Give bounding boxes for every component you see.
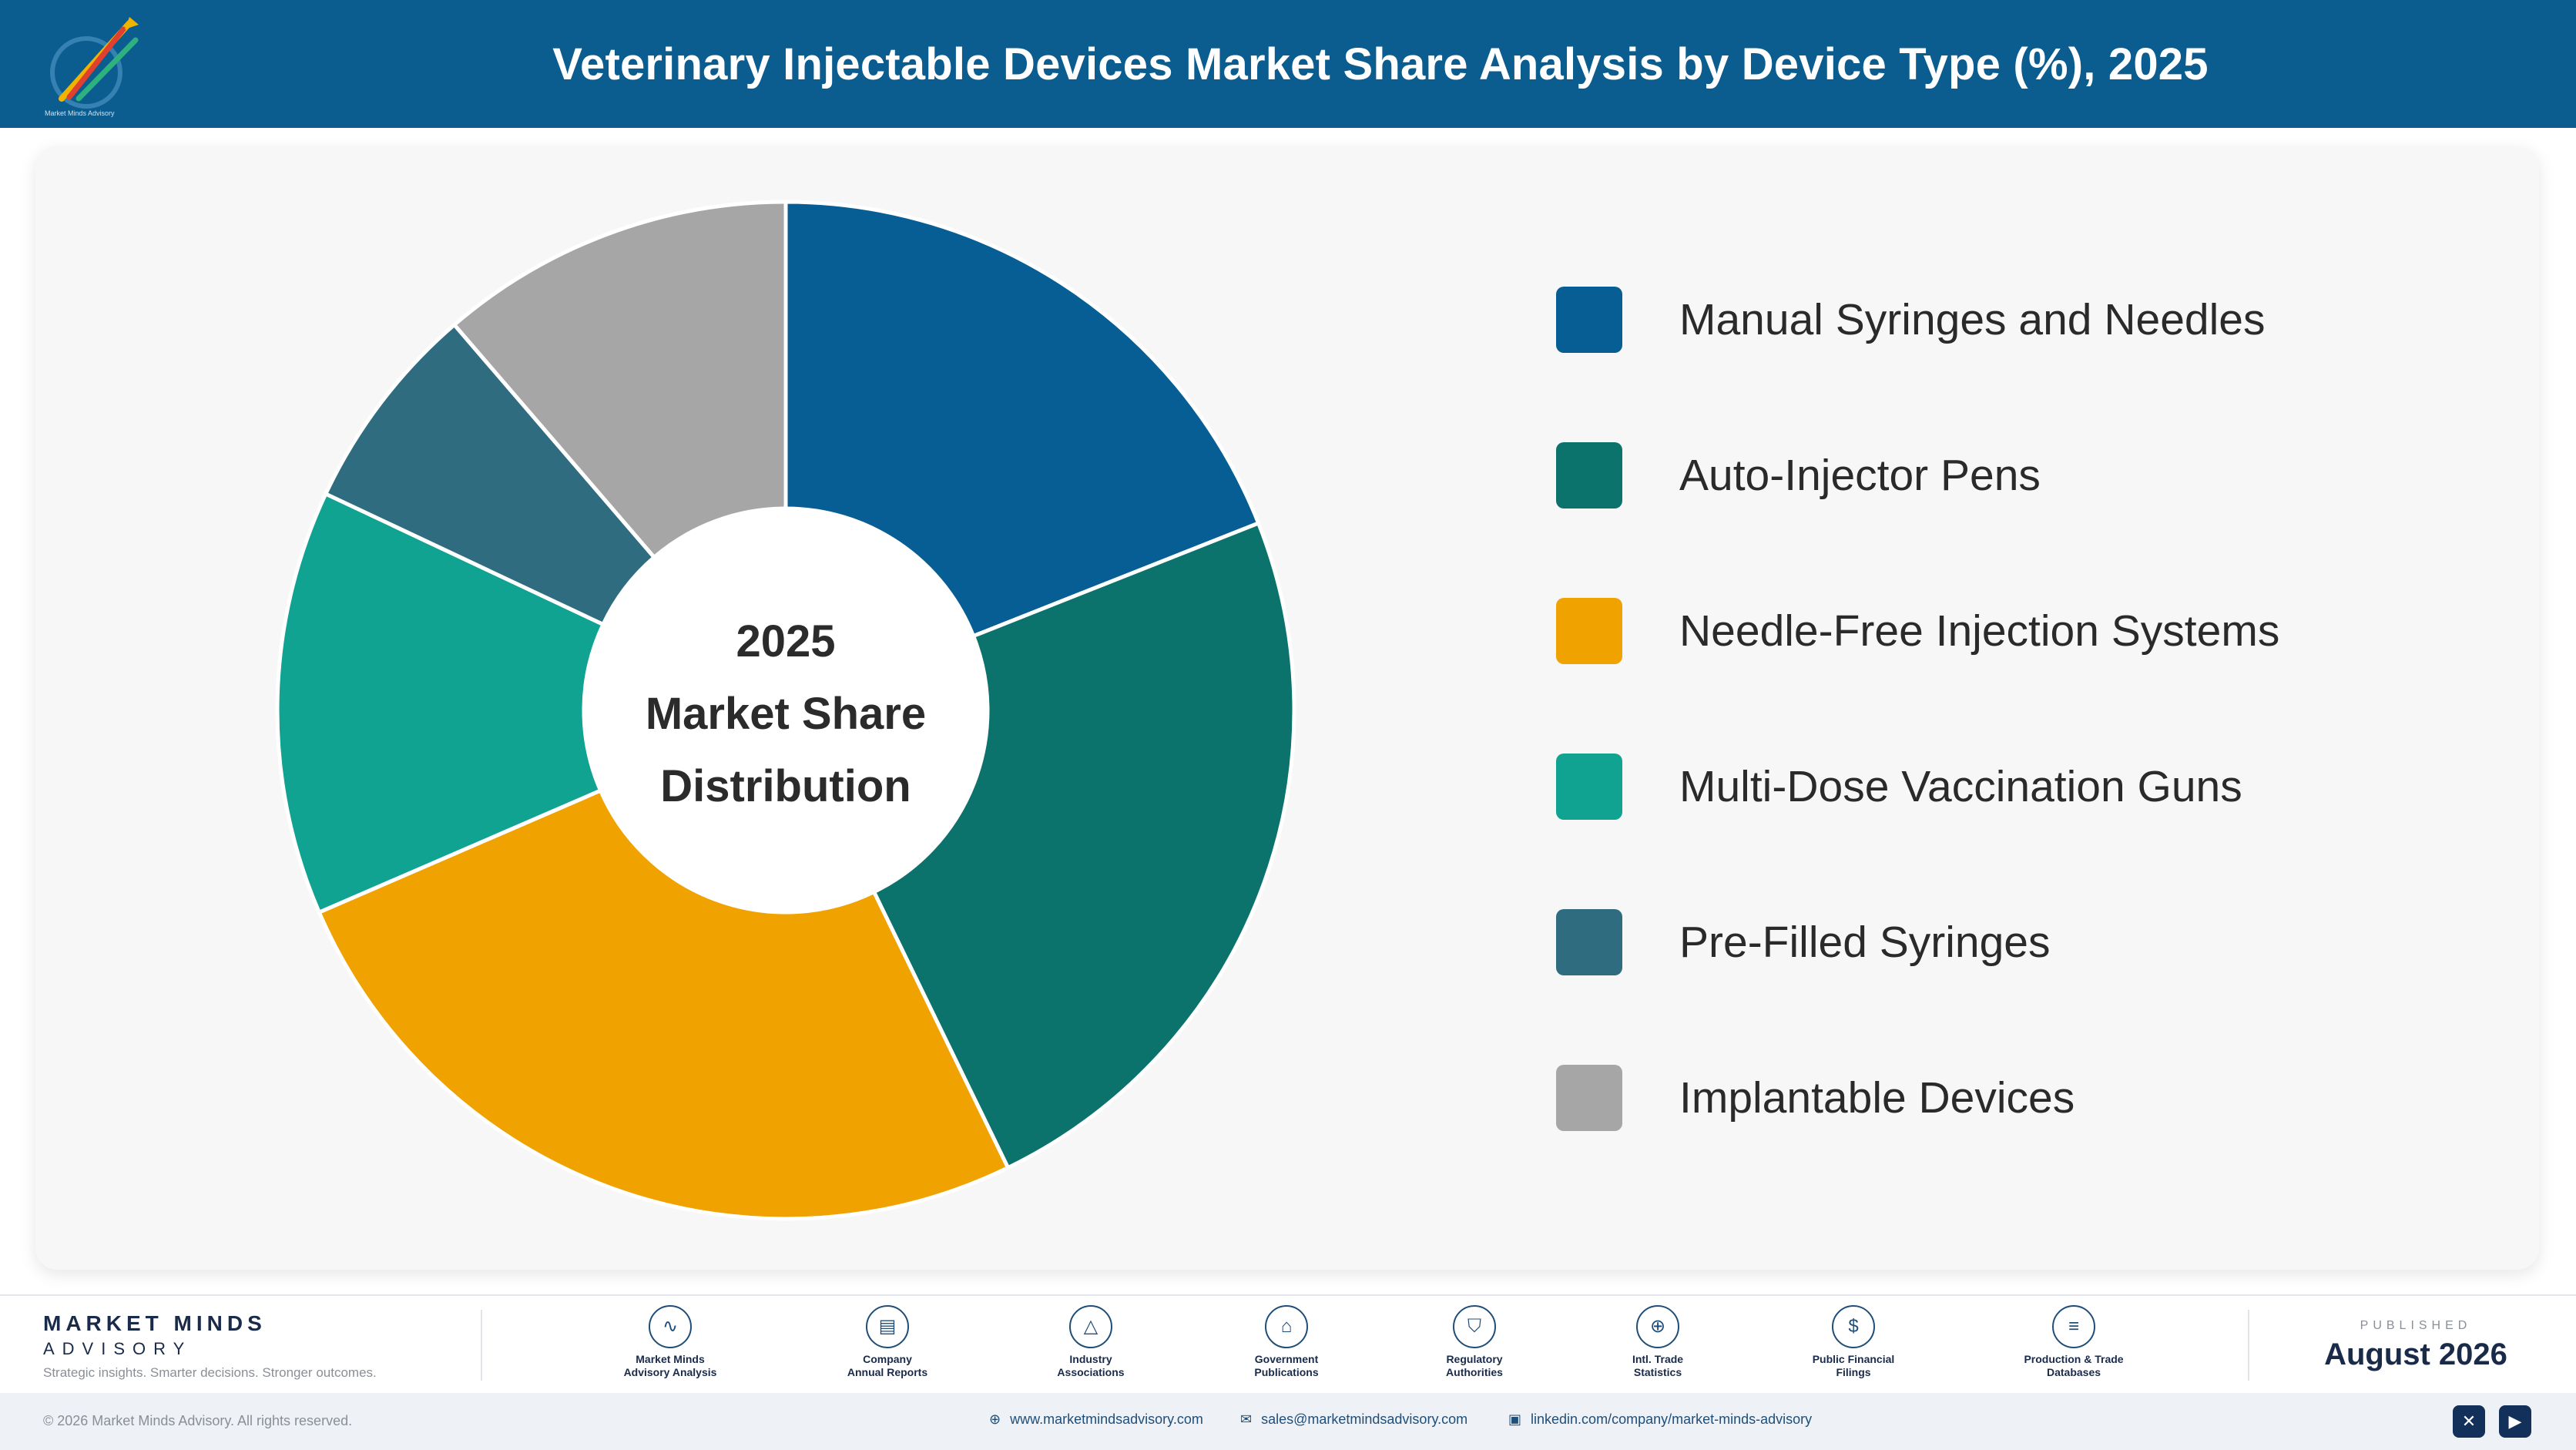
brand-tagline: Strategic insights. Smarter decisions. S… <box>43 1365 377 1380</box>
pie-slice-manual-syringes-and-needles <box>783 200 1261 639</box>
brand-subtitle: ADVISORY <box>43 1339 193 1358</box>
pie-slice-auto-injector-pens <box>871 520 1296 1170</box>
email-text[interactable]: sales@marketmindsadvisory.com <box>1261 1411 1468 1427</box>
center-label-line2: Market Share <box>645 689 927 739</box>
legend-swatch <box>1556 909 1622 975</box>
footer-sources-bar: MARKET MINDS ADVISORY Strategic insights… <box>0 1294 2576 1395</box>
website-link[interactable]: ⊕ www.marketmindsadvisory.com <box>989 1411 1203 1428</box>
legend-item: Implantable Devices <box>1556 1065 2279 1220</box>
legend-swatch <box>1556 287 1622 353</box>
legend-item: Manual Syringes and Needles <box>1556 287 2279 442</box>
donut-hole <box>585 510 986 911</box>
source-label: Government Publications <box>1254 1353 1319 1378</box>
linkedin-link[interactable]: ▣ linkedin.com/company/market-minds-advi… <box>1508 1411 1812 1428</box>
source-label: Intl. Trade Statistics <box>1632 1353 1684 1378</box>
source-government-publications: ⌂ Government Publications <box>1202 1305 1371 1379</box>
legend-label: Multi-Dose Vaccination Guns <box>1679 762 2242 811</box>
x-social-icon[interactable]: ✕ <box>2453 1405 2485 1438</box>
source-trade-databases: ≡ Production & Trade Databases <box>1989 1305 2158 1379</box>
copyright-text: © 2026 Market Minds Advisory. All rights… <box>43 1413 353 1428</box>
header-bar: Market Minds Advisory Veterinary Injecta… <box>0 0 2576 128</box>
dollar-coin-icon: $ <box>1832 1305 1875 1348</box>
source-company-reports: ▤ Company Annual Reports <box>803 1305 972 1379</box>
source-industry-associations: △ Industry Associations <box>1006 1305 1176 1379</box>
legend-swatch <box>1556 442 1622 509</box>
website-text[interactable]: www.marketmindsadvisory.com <box>1010 1411 1203 1427</box>
linkedin-text[interactable]: linkedin.com/company/market-minds-adviso… <box>1531 1411 1813 1427</box>
document-icon: ▤ <box>866 1305 909 1348</box>
globe-icon: ⊕ <box>989 1411 1001 1427</box>
brand-name: MARKET MINDS <box>43 1311 267 1335</box>
legend-swatch <box>1556 754 1622 820</box>
pie-slice-implantable-devices <box>451 200 788 560</box>
linkedin-icon: ▣ <box>1508 1411 1522 1427</box>
network-icon: △ <box>1069 1305 1112 1348</box>
logo-caption: Market Minds Advisory <box>45 109 115 117</box>
trend-chart-icon: ∿ <box>649 1305 692 1348</box>
database-icon: ≡ <box>2052 1305 2095 1348</box>
government-building-icon: ⌂ <box>1265 1305 1308 1348</box>
rising-arrows-logo-icon <box>50 17 139 109</box>
youtube-icon[interactable]: ▶ <box>2499 1405 2531 1438</box>
legend-swatch <box>1556 598 1622 664</box>
footer-divider <box>2248 1310 2249 1381</box>
footer-contact-bar: © 2026 Market Minds Advisory. All rights… <box>0 1393 2576 1450</box>
pie-slice-needle-free-injection-systems <box>316 787 1011 1221</box>
pie-slice-multi-dose-vaccination-guns <box>275 491 606 915</box>
legend-item: Pre-Filled Syringes <box>1556 909 2279 1065</box>
legend-label: Manual Syringes and Needles <box>1679 295 2266 344</box>
donut-center-label: 2025 Market Share Distribution <box>616 606 955 823</box>
published-date: August 2026 <box>2324 1338 2507 1371</box>
legend-label: Implantable Devices <box>1679 1073 2075 1123</box>
legend-label: Pre-Filled Syringes <box>1679 918 2051 967</box>
source-label: Regulatory Authorities <box>1446 1353 1503 1378</box>
legend-label: Needle-Free Injection Systems <box>1679 606 2280 656</box>
email-link[interactable]: ✉ sales@marketmindsadvisory.com <box>1240 1411 1467 1428</box>
legend-swatch <box>1556 1065 1622 1131</box>
source-regulatory-authorities: ⛉ Regulatory Authorities <box>1390 1305 1559 1379</box>
published-label: PUBLISHED <box>2360 1319 2472 1332</box>
chart-title: Veterinary Injectable Devices Market Sha… <box>552 39 2209 89</box>
source-label: Market Minds Advisory Analysis <box>623 1353 717 1378</box>
globe-icon: ⊕ <box>1636 1305 1679 1348</box>
source-market-minds-analysis: ∿ Market Minds Advisory Analysis <box>585 1305 755 1379</box>
source-label: Public Financial Filings <box>1812 1353 1895 1378</box>
source-label: Production & Trade Databases <box>2024 1353 2124 1378</box>
source-label: Company Annual Reports <box>847 1353 928 1378</box>
center-label-line3: Distribution <box>660 761 911 811</box>
envelope-icon: ✉ <box>1240 1411 1253 1427</box>
center-label-year: 2025 <box>736 616 836 666</box>
source-trade-statistics: ⊕ Intl. Trade Statistics <box>1573 1305 1742 1379</box>
legend-item: Needle-Free Injection Systems <box>1556 598 2279 754</box>
footer-divider <box>481 1310 482 1381</box>
chart-legend: Manual Syringes and Needles Auto-Injecto… <box>1556 287 2279 1220</box>
legend-label: Auto-Injector Pens <box>1679 451 2041 500</box>
legend-item: Auto-Injector Pens <box>1556 442 2279 598</box>
source-label: Industry Associations <box>1057 1353 1125 1378</box>
legend-item: Multi-Dose Vaccination Guns <box>1556 754 2279 909</box>
shield-check-icon: ⛉ <box>1453 1305 1496 1348</box>
source-financial-filings: $ Public Financial Filings <box>1769 1305 1938 1379</box>
